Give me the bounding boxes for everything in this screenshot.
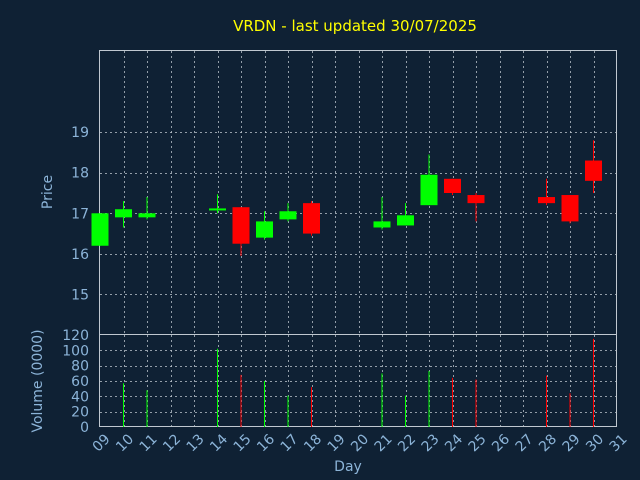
candle-body [373, 221, 391, 228]
candle-15 [232, 207, 250, 256]
candle-body [209, 208, 226, 211]
candle-body [115, 209, 132, 218]
x-tick-labels: 09 10 11 12 13 14 15 16 17 18 19 20 21 22 23 24 25 26 27 28… [90, 431, 631, 455]
candle-28 [538, 178, 555, 206]
volume-tick-label: 60 [71, 374, 89, 390]
candle-body [138, 213, 156, 218]
candle-22 [397, 203, 414, 226]
candle-body [256, 221, 273, 238]
volume-bars [123, 338, 594, 427]
price-axis-label: Price [40, 175, 56, 209]
volume-tick-label: 100 [62, 343, 89, 359]
price-tick-label: 16 [71, 247, 89, 263]
candle-body [585, 160, 602, 181]
candle-23 [420, 154, 438, 206]
price-tick-label: 17 [71, 206, 89, 222]
candle-30 [585, 140, 602, 193]
price-tick-label: 19 [71, 125, 89, 141]
candles [91, 140, 602, 256]
candle-16 [256, 211, 273, 240]
candle-body [232, 207, 250, 244]
chart-title: VRDN - last updated 30/07/2025 [233, 17, 477, 35]
candle-24 [444, 178, 461, 196]
candle-body [279, 211, 297, 220]
price-tick-label: 15 [71, 287, 89, 303]
volume-panel-frame [99, 334, 617, 427]
candle-body [91, 213, 109, 246]
candle-29 [561, 195, 579, 224]
candle-10 [115, 201, 132, 228]
candle-25 [467, 193, 485, 222]
candle-11 [138, 197, 156, 220]
volume-tick-label: 0 [80, 420, 89, 436]
x-axis-label: Day [334, 459, 362, 475]
candle-body [303, 203, 320, 234]
candle-body [397, 215, 414, 226]
volume-tick-label: 80 [71, 359, 89, 375]
volume-tick-label: 40 [71, 389, 89, 405]
price-tick-label: 18 [71, 166, 89, 182]
candle-body [561, 195, 579, 222]
candle-18 [303, 201, 320, 236]
volume-tick-label: 120 [62, 328, 89, 344]
candle-14 [209, 194, 226, 214]
volume-axis-label: Volume (0000) [30, 329, 46, 432]
candle-body [444, 178, 461, 193]
volume-tick-label: 20 [71, 405, 89, 421]
candle-9 [91, 213, 109, 246]
candle-21 [373, 197, 391, 230]
candle-body [538, 197, 555, 204]
candle-17 [279, 203, 297, 222]
candle-body [420, 174, 438, 206]
volume-grid [100, 335, 617, 427]
candle-body [467, 195, 485, 204]
price-tick-labels: 15 16 17 18 19 [71, 125, 89, 303]
